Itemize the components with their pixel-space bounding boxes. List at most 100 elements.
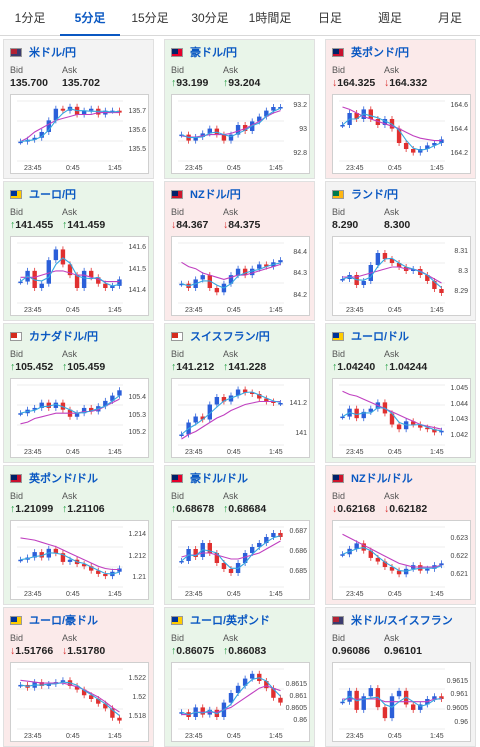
x-tick-label: 23:45: [346, 165, 364, 172]
rate-card[interactable]: NZドル/ドル Bid Ask ↓0.62168 ↓0.62182 0.623 0.622 0…: [325, 465, 476, 605]
candle: [179, 561, 184, 563]
rate-card[interactable]: NZドル/円 Bid Ask ↓84.367 ↓84.375 84.4 84.3 84.2 23…: [164, 181, 315, 321]
tab-5[interactable]: 1時間足: [248, 11, 292, 25]
candle: [257, 543, 262, 547]
candle: [60, 402, 66, 410]
tab-2[interactable]: 5分足: [60, 0, 120, 36]
candle: [278, 260, 283, 263]
ask-value-text: 84.375: [228, 219, 261, 231]
mini-chart[interactable]: 8.31 8.3 8.29 23:45 0:45 1:45: [332, 236, 471, 316]
x-tick-label: 0:45: [66, 733, 80, 740]
tab-3[interactable]: 15分足: [131, 11, 169, 25]
candle: [179, 712, 184, 714]
y-tick-label: 135.7: [128, 107, 146, 115]
ask-value-text: 1.04244: [389, 361, 428, 373]
card-header: スイスフラン/円: [171, 328, 270, 344]
mini-chart[interactable]: 105.4 105.3 105.2 23:45 0:45 1:45: [10, 378, 149, 458]
pair-name[interactable]: 英ポンド/円: [351, 47, 410, 59]
pair-name[interactable]: ユーロ/円: [29, 189, 77, 201]
pair-name[interactable]: 米ドル/スイスフラン: [351, 615, 453, 627]
pair-name[interactable]: カナダドル/円: [29, 331, 99, 343]
moving-average-line: [342, 533, 442, 568]
rate-card[interactable]: 英ポンド/円 Bid Ask ↓164.325 ↓164.332 164.6 164.4 16…: [325, 39, 476, 179]
candle: [257, 394, 262, 399]
candle: [396, 128, 402, 143]
candle: [271, 533, 276, 537]
pair-name[interactable]: 英ポンド/ドル: [29, 473, 99, 485]
moving-average-short-line: [20, 257, 120, 287]
mini-chart[interactable]: 93.2 93 92.8 23:45 0:45 1:45: [171, 94, 310, 174]
arrow-up-icon: ↑: [62, 361, 68, 373]
mini-chart[interactable]: 135.7 135.6 135.5 23:45 0:45 1:45: [10, 94, 149, 174]
pair-name[interactable]: 米ドル/円: [29, 47, 77, 59]
mini-chart[interactable]: 141.2 141 23:45 0:45 1:45: [171, 378, 310, 458]
rate-card[interactable]: 英ポンド/ドル Bid Ask ↑1.21099 ↑1.21106 1.214 1.212 1…: [3, 465, 154, 605]
pair-name[interactable]: ユーロ/豪ドル: [29, 615, 99, 627]
bid-value-text: 141.455: [15, 219, 54, 231]
y-tick-label: 0.622: [450, 552, 468, 560]
candle: [221, 134, 227, 141]
candle: [271, 401, 276, 403]
tab-6[interactable]: 日足: [317, 11, 342, 25]
pair-name[interactable]: スイスフラン/円: [190, 331, 270, 343]
candle: [53, 402, 59, 408]
bid-value-text: 84.367: [176, 219, 209, 231]
rate-card[interactable]: 米ドル/円 Bid Ask 135.700 135.702 135.7 135.6 135.5…: [3, 39, 154, 179]
y-tick-label: 164.4: [450, 126, 468, 133]
mini-chart[interactable]: 84.4 84.3 84.2 23:45 0:45 1:45: [171, 236, 310, 316]
rate-card[interactable]: 米ドル/スイスフラン Bid Ask 0.96086 0.96101 0.9615 0.96…: [325, 607, 476, 747]
rate-card[interactable]: ユーロ/ドル Bid Ask ↑1.04240 ↑1.04244 1.045 1.044 1.…: [325, 323, 476, 463]
bid-label: Bid: [171, 65, 185, 75]
candle: [60, 108, 66, 111]
rate-card[interactable]: 豪ドル/円 Bid Ask ↑93.199 ↑93.204 93.2 93 92.8 23:45…: [164, 39, 315, 179]
mini-chart[interactable]: 0.623 0.622 0.621 23:45 0:45 1:45: [332, 520, 471, 600]
pair-name[interactable]: NZドル/ドル: [351, 473, 413, 485]
rate-card[interactable]: ランド/円 Bid Ask 8.290 8.300 8.31 8.3 8.29 23:45 0:4…: [325, 181, 476, 321]
mini-chart[interactable]: 0.9615 0.961 0.9605 0.96 23:45 0:45 1:45: [332, 662, 471, 742]
candle: [250, 673, 255, 679]
ask-label: Ask: [384, 491, 400, 501]
rate-card[interactable]: カナダドル/円 Bid Ask ↑105.452 ↑105.459 105.4 105.3 1…: [3, 323, 154, 463]
candle: [368, 109, 373, 119]
rate-card[interactable]: スイスフラン/円 Bid Ask ↑141.212 ↑141.228 141.2 141 23…: [164, 323, 315, 463]
pair-name[interactable]: 豪ドル/円: [190, 47, 238, 59]
mini-chart[interactable]: 0.8615 0.861 0.8605 0.86 23:45 0:45 1:45: [171, 662, 310, 742]
y-tick-label: 0.861: [289, 692, 307, 700]
pair-name[interactable]: NZドル/円: [190, 189, 241, 201]
rate-card[interactable]: ユーロ/豪ドル Bid Ask ↓1.51766 ↓1.51780 1.522 1.52 1.…: [3, 607, 154, 747]
candle: [361, 281, 366, 285]
card-header: ユーロ/円: [10, 186, 76, 202]
x-tick-label: 23:45: [24, 165, 42, 172]
pair-name[interactable]: ランド/円: [351, 189, 399, 201]
moving-average-line: [181, 261, 281, 280]
pair-name[interactable]: ユーロ/ドル: [351, 331, 410, 343]
candle: [396, 690, 402, 697]
mini-chart[interactable]: 1.522 1.52 1.518 23:45 0:45 1:45: [10, 662, 149, 742]
ask-label: Ask: [223, 633, 239, 643]
mini-chart[interactable]: 141.6 141.5 141.4 23:45 0:45 1:45: [10, 236, 149, 316]
tab-7[interactable]: 週足: [377, 11, 402, 25]
mini-chart[interactable]: 1.214 1.212 1.21 23:45 0:45 1:45: [10, 520, 149, 600]
y-tick-label: 0.9615: [446, 677, 468, 685]
tab-1[interactable]: 1分足: [14, 11, 46, 25]
mini-chart[interactable]: 1.045 1.044 1.043 1.042 23:45 0:45 1:45: [332, 378, 471, 458]
candle: [257, 264, 262, 269]
tab-4[interactable]: 30分足: [191, 11, 229, 25]
tab-8[interactable]: 月足: [437, 11, 462, 25]
card-header: 米ドル/スイスフラン: [332, 612, 453, 628]
candle: [89, 566, 94, 571]
mini-chart[interactable]: 164.6 164.4 164.2 23:45 0:45 1:45: [332, 94, 471, 174]
bid-value: ↑0.86075: [171, 645, 214, 657]
mini-chart[interactable]: 0.687 0.686 0.685 23:45 0:45 1:45: [171, 520, 310, 600]
rate-card[interactable]: ユーロ/円 Bid Ask ↑141.455 ↑141.459 141.6 141.5 141…: [3, 181, 154, 321]
flag-icon: [171, 47, 183, 57]
candle: [89, 695, 94, 699]
candle: [278, 697, 283, 703]
pair-name[interactable]: ユーロ/英ポンド: [190, 615, 271, 627]
ask-value: 135.702: [62, 77, 100, 89]
pair-name[interactable]: 豪ドル/ドル: [190, 473, 249, 485]
ask-label: Ask: [62, 207, 78, 217]
candle: [214, 288, 220, 293]
rate-card[interactable]: ユーロ/英ポンド Bid Ask ↑0.86075 ↑0.86083 0.8615 0.86…: [164, 607, 315, 747]
rate-card[interactable]: 豪ドル/ドル Bid Ask ↑0.68678 ↑0.68684 0.687 0.686 0.…: [164, 465, 315, 605]
